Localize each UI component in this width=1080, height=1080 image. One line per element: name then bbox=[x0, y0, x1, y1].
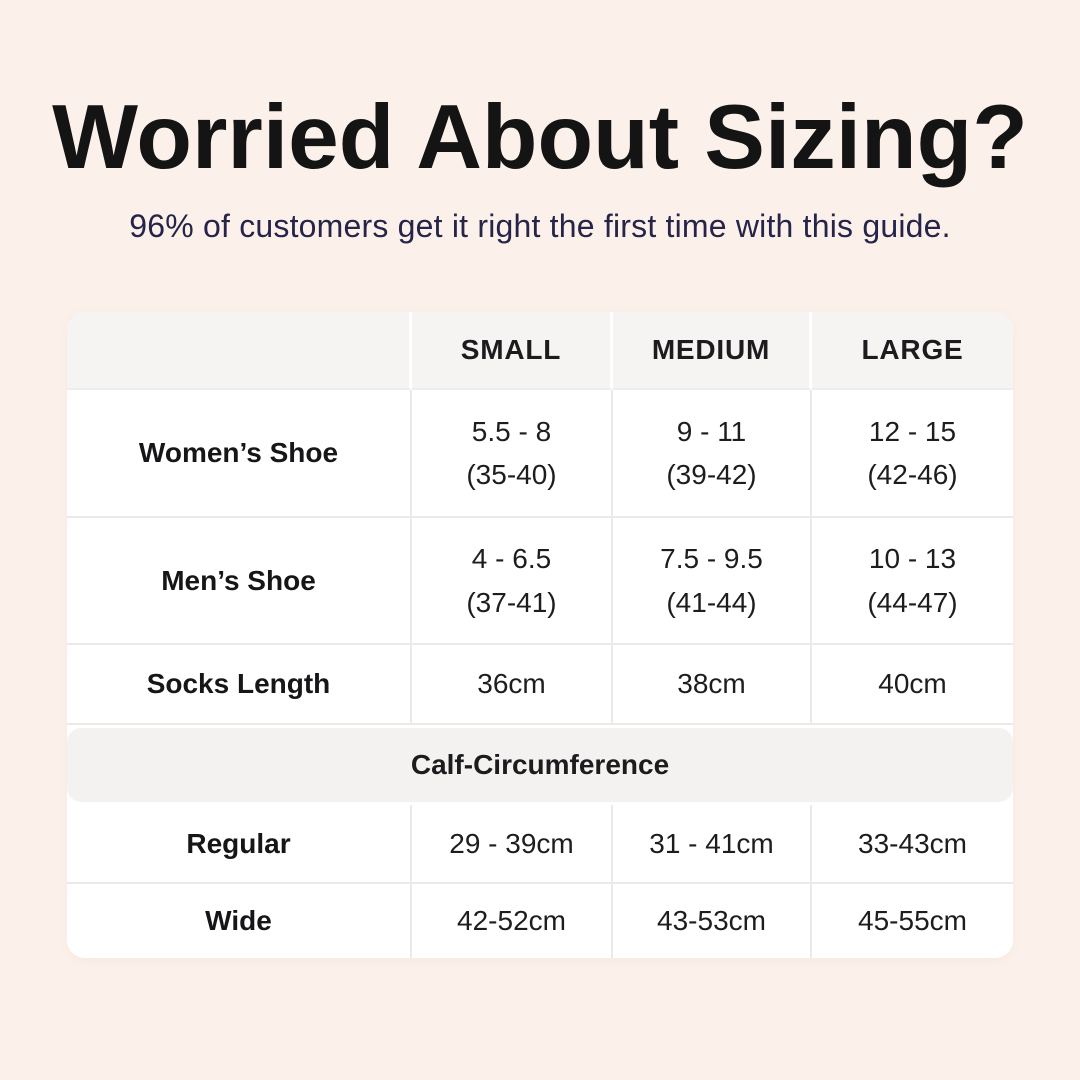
column-header-medium: MEDIUM bbox=[613, 312, 812, 390]
cell-value-line: (44-47) bbox=[867, 586, 958, 618]
cell-mens-medium: 7.5 - 9.5 (41-44) bbox=[613, 518, 812, 645]
cell-value-line: (42-46) bbox=[867, 459, 958, 490]
cell-value-line: 10 - 13 bbox=[868, 543, 957, 575]
section-band-row: Calf-Circumference bbox=[67, 725, 1013, 805]
table-row-womens-shoe: Women’s Shoe 5.5 - 8 (35-40) 9 - 11 (39-… bbox=[67, 390, 1013, 518]
column-header-small: SMALL bbox=[412, 312, 613, 390]
column-header-large: LARGE bbox=[812, 312, 1013, 390]
cell-regular-medium: 31 - 41cm bbox=[613, 805, 812, 884]
page-title: Worried About Sizing? bbox=[52, 87, 1028, 188]
table-row-mens-shoe: Men’s Shoe 4 - 6.5 (37-41) 7.5 - 9.5 (41… bbox=[67, 518, 1013, 645]
page-subtitle: 96% of customers get it right the first … bbox=[129, 208, 951, 244]
cell-value-line: 12 - 15 bbox=[868, 415, 957, 447]
size-table: SMALL MEDIUM LARGE Women’s Shoe 5.5 - 8 … bbox=[67, 312, 1013, 958]
table-row-wide: Wide 42-52cm 43-53cm 45-55cm bbox=[67, 884, 1013, 958]
cell-wide-large: 45-55cm bbox=[812, 884, 1013, 958]
cell-value-line: 7.5 - 9.5 bbox=[660, 543, 763, 575]
cell-socks-small: 36cm bbox=[412, 645, 613, 725]
cell-value-line: (39-42) bbox=[666, 459, 757, 490]
table-row-socks-length: Socks Length 36cm 38cm 40cm bbox=[67, 645, 1013, 725]
cell-wide-medium: 43-53cm bbox=[613, 884, 812, 958]
row-label-mens-shoe: Men’s Shoe bbox=[67, 518, 412, 645]
row-label-regular: Regular bbox=[67, 805, 412, 884]
cell-value-line: (37-41) bbox=[466, 586, 557, 618]
cell-value-line: 5.5 - 8 bbox=[471, 415, 552, 447]
cell-value-line: 9 - 11 bbox=[676, 415, 747, 447]
cell-womens-small: 5.5 - 8 (35-40) bbox=[412, 390, 613, 518]
cell-regular-small: 29 - 39cm bbox=[412, 805, 613, 884]
cell-mens-large: 10 - 13 (44-47) bbox=[812, 518, 1013, 645]
table-header-row: SMALL MEDIUM LARGE bbox=[67, 312, 1013, 390]
cell-womens-medium: 9 - 11 (39-42) bbox=[613, 390, 812, 518]
row-label-womens-shoe: Women’s Shoe bbox=[67, 390, 412, 518]
cell-value-line: (35-40) bbox=[466, 459, 557, 490]
column-header-blank bbox=[67, 312, 412, 390]
cell-socks-medium: 38cm bbox=[613, 645, 812, 725]
cell-value-line: (41-44) bbox=[666, 586, 757, 618]
row-label-wide: Wide bbox=[67, 884, 412, 958]
cell-womens-large: 12 - 15 (42-46) bbox=[812, 390, 1013, 518]
section-header-calf-circumference: Calf-Circumference bbox=[67, 728, 1013, 802]
row-label-socks-length: Socks Length bbox=[67, 645, 412, 725]
cell-mens-small: 4 - 6.5 (37-41) bbox=[412, 518, 613, 645]
cell-regular-large: 33-43cm bbox=[812, 805, 1013, 884]
cell-socks-large: 40cm bbox=[812, 645, 1013, 725]
table-row-regular: Regular 29 - 39cm 31 - 41cm 33-43cm bbox=[67, 805, 1013, 884]
cell-value-line: 4 - 6.5 bbox=[471, 543, 552, 575]
cell-wide-small: 42-52cm bbox=[412, 884, 613, 958]
